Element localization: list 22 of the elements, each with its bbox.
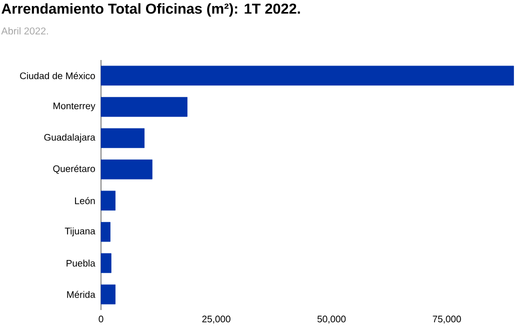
x-tick-label: 0 [98,316,104,322]
y-tick-label: Monterrey [54,102,96,112]
y-tick-label: Puebla [66,260,96,267]
y-tick-label: Mérida [67,290,96,298]
x-tick-label: 75,000 [432,316,461,324]
chart-title: Arrendamiento Total Oficinas (m²): 1T 2022. [2,3,300,17]
text: Abril 2022. [1,27,48,35]
bar [100,284,116,304]
x-tick-label: 50,000 [317,316,346,324]
bar [100,190,116,211]
bar [100,253,112,274]
y-tick-label: Ciudad de México [20,72,95,80]
bar [100,128,145,148]
bar [100,96,188,117]
y-tick-label: Tijuana [64,227,96,236]
x-tick-label: 25,000 [202,316,230,324]
bar [100,159,152,180]
bar [100,222,110,242]
y-tick-label: Guadalajara [44,134,96,143]
y-tick-label: León [75,197,95,204]
y-tick-label: Querétaro [53,165,95,174]
bar [100,66,514,86]
